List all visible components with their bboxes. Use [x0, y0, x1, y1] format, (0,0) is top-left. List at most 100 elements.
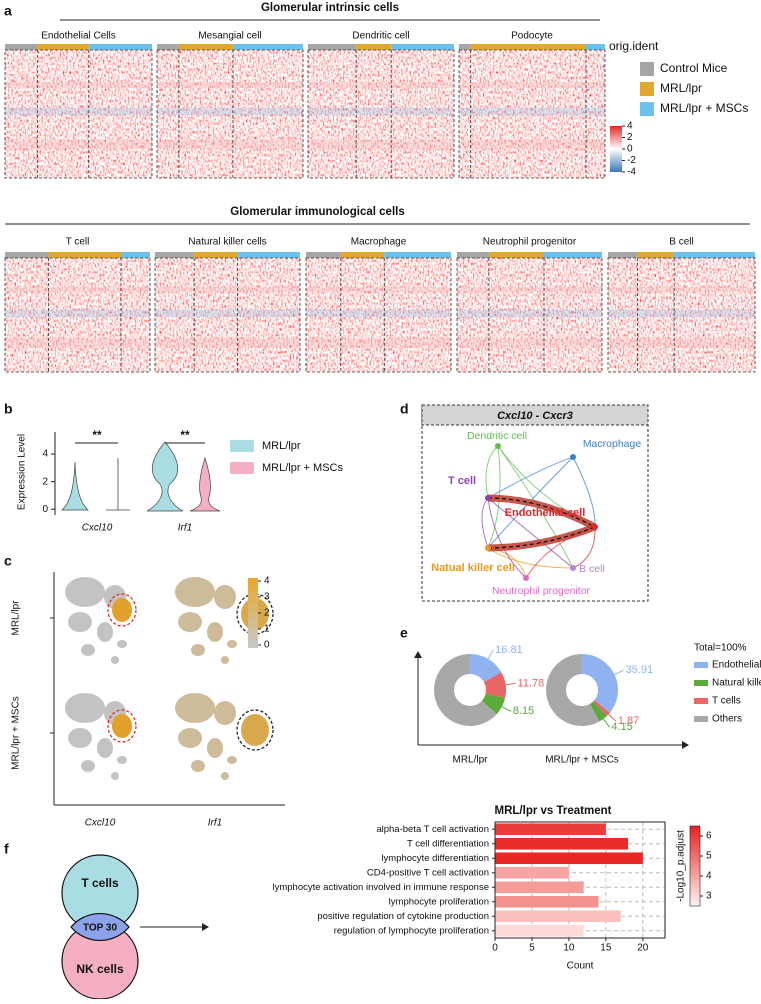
annotation-bar	[121, 252, 150, 258]
venn-overlap-label: TOP 30	[83, 923, 118, 934]
x-axis-title: Count	[567, 961, 594, 972]
heatmap-band	[5, 107, 152, 116]
data-label: 1.87	[618, 715, 639, 727]
colorbar-label: 4	[264, 576, 270, 587]
heatmap-band	[459, 82, 605, 88]
heatmap-border	[456, 257, 603, 373]
colorbar-step	[690, 868, 700, 871]
colorbar-label: 1	[264, 624, 270, 635]
heatmap-band	[457, 286, 602, 293]
data-label: 8.15	[513, 705, 534, 717]
heatmap	[459, 50, 605, 178]
annotation-bar	[306, 252, 341, 258]
network-edge	[487, 497, 596, 528]
gene-label: Irf1	[178, 523, 192, 534]
colorbar-step	[690, 902, 700, 905]
colorbar-step	[690, 892, 700, 895]
colorbar-step	[690, 842, 700, 845]
heatmap-border	[305, 257, 452, 373]
heatmap-title: Dendritic cell	[352, 31, 409, 42]
heatmap-band	[5, 82, 152, 88]
y-tick-label: 4	[42, 449, 48, 460]
colorbar-label: 2	[627, 132, 633, 143]
annotation-bar	[356, 44, 392, 50]
x-tick-label: 10	[563, 943, 575, 954]
y-tick-label: 0	[42, 504, 48, 515]
colorbar-step	[690, 896, 700, 899]
colorbar-step	[690, 826, 700, 829]
heatmap	[5, 258, 150, 372]
heatmap-band	[155, 286, 300, 293]
heatmap-band	[457, 337, 602, 348]
colorbar-step	[690, 884, 700, 887]
colorbar-label: 4	[627, 121, 633, 132]
colorbar-step	[690, 860, 700, 863]
venn-label: NK cells	[76, 962, 124, 976]
venn-overlap	[70, 913, 130, 941]
bar	[495, 924, 584, 937]
annotation-bar	[457, 252, 489, 258]
umap-cluster	[178, 728, 202, 748]
heatmap-band	[157, 82, 303, 88]
heatmap-title: Macrophage	[351, 237, 407, 248]
row-label: MRL/lpr + MSCs	[11, 696, 22, 770]
heatmap-band	[5, 309, 150, 318]
plot-frame	[494, 821, 666, 939]
network-node	[523, 575, 529, 581]
heatmap	[308, 50, 454, 178]
heatmap-band	[157, 107, 303, 116]
colorbar-step	[690, 874, 700, 877]
legend-swatch	[694, 698, 708, 704]
umap-cluster	[65, 577, 105, 607]
umap	[65, 693, 137, 780]
data-label: 4.15	[611, 721, 632, 733]
violin	[189, 456, 221, 512]
heatmap	[608, 258, 755, 372]
heatmap-border	[154, 257, 301, 373]
umap-cluster	[221, 656, 229, 664]
heatmap-title: T cell	[66, 237, 90, 248]
umap-highlight	[107, 709, 137, 743]
legend-swatch	[640, 102, 654, 116]
colorbar-label: 3	[264, 592, 270, 603]
y-tick-label: 2	[42, 476, 48, 487]
colorbar-step	[690, 888, 700, 891]
annotation-bar	[48, 252, 121, 258]
network-edge	[497, 445, 574, 569]
colorbar-step	[690, 878, 700, 881]
heatmap-border	[156, 49, 304, 179]
colorbar-step	[690, 862, 700, 865]
legend-swatch	[230, 462, 254, 474]
label-leader	[603, 718, 610, 728]
label-leader	[487, 650, 494, 660]
heatmap-band	[608, 337, 755, 348]
donut-segment	[593, 700, 610, 716]
legend-label: Natural killer cells	[712, 678, 761, 689]
heatmap-title: Natural killer cells	[188, 237, 266, 248]
donut-segment	[481, 693, 506, 715]
gene-label: Cxcl10	[85, 818, 116, 829]
umap-cluster	[68, 728, 92, 748]
heatmap-band	[5, 286, 150, 293]
network-edge	[487, 456, 574, 499]
colorbar-frame	[689, 825, 701, 907]
node-label: Neutrophil progenitor	[492, 585, 591, 597]
heatmap-band	[306, 309, 451, 318]
umap-highlight	[236, 593, 274, 635]
node-label: Endothelial cell	[505, 507, 586, 519]
colorbar-step	[690, 890, 700, 893]
node-label: B cell	[579, 563, 605, 575]
group-title: Glomerular intrinsic cells	[261, 2, 399, 14]
donut-title: MRL/lpr + MSCs	[545, 755, 619, 766]
umap-cluster	[227, 756, 237, 764]
colorbar-step	[690, 870, 700, 873]
colorbar-label: 4	[706, 871, 712, 882]
umap	[65, 577, 137, 664]
legend-swatch	[694, 680, 708, 686]
legend-swatch	[230, 440, 254, 452]
umap-cluster	[191, 644, 205, 656]
heatmap-border	[4, 49, 153, 179]
annotation-bar	[155, 252, 195, 258]
colorbar-label: 3	[706, 891, 712, 902]
